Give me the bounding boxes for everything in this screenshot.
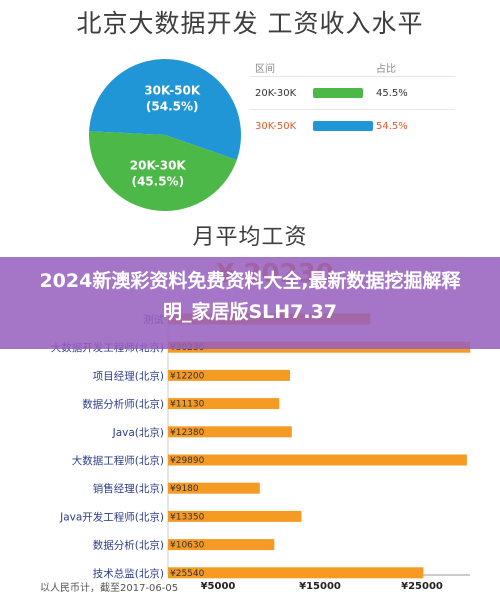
- legend-header-pct: 占比: [376, 63, 396, 75]
- legend-row-pct: 45.5%: [376, 87, 408, 99]
- value-label: ¥9180: [170, 484, 199, 494]
- pie-legend-table: 区间 占比 20K-30K 45.5% 30K-50K 54.5%: [250, 58, 455, 142]
- legend-row-0: 20K-30K 45.5%: [250, 76, 455, 109]
- value-label: ¥13350: [170, 512, 205, 522]
- overlay-banner-text: 2024新澳彩资料免费资料大全,最新数据挖掘解释明_家居版SLH7.37: [39, 270, 461, 323]
- category-label: 销售经理(北京): [93, 482, 164, 495]
- overlay-banner: [0, 257, 500, 349]
- legend-row-bar: [313, 88, 364, 98]
- legend-row-pct: 54.5%: [376, 120, 408, 132]
- pie-slice-pct: (54.5%): [146, 100, 199, 114]
- pie-chart: 30K-50K (54.5%) 20K-30K (45.5%): [89, 59, 242, 212]
- legend-header-range: 区间: [255, 63, 275, 75]
- bar-chart-title: 月平均工资: [192, 225, 308, 250]
- legend-row-1: 30K-50K 54.5%: [250, 109, 455, 142]
- x-tick-label: ¥15000: [299, 581, 341, 592]
- bar: [168, 398, 280, 410]
- bar: [168, 454, 467, 466]
- pie-slice: [89, 131, 237, 212]
- pie-slice-label: 20K-30K: [130, 158, 187, 172]
- value-label: ¥29890: [170, 456, 205, 466]
- value-label: ¥25540: [170, 569, 205, 579]
- bar: [168, 482, 260, 494]
- legend-table-header: 区间 占比: [250, 58, 455, 76]
- category-label: 数据分析(北京): [93, 539, 164, 552]
- value-label: ¥11130: [170, 400, 205, 410]
- pie-slice: [89, 59, 242, 160]
- bar: [168, 426, 292, 438]
- x-tick-label: ¥5000: [201, 581, 236, 592]
- bar: [168, 369, 290, 381]
- bar: [168, 539, 275, 551]
- value-label: ¥12380: [170, 428, 205, 438]
- bar-chart-footnote: 以人民币计，截至2017-06-05: [40, 583, 179, 594]
- category-label: 技术总监(北京): [93, 567, 164, 580]
- pie-chart-title: 北京大数据开发 工资收入水平: [76, 9, 424, 38]
- category-label: 项目经理(北京): [93, 369, 164, 382]
- pie-slice-pct: (45.5%): [131, 174, 184, 188]
- legend-row-range: 30K-50K: [255, 120, 297, 132]
- value-label: ¥10630: [170, 541, 205, 551]
- value-label: ¥12200: [170, 371, 205, 381]
- bar: [168, 567, 424, 579]
- x-tick-label: ¥25000: [401, 581, 443, 592]
- category-label: 数据分析师(北京): [82, 398, 164, 411]
- legend-row-bar: [313, 121, 373, 131]
- legend-row-range: 20K-30K: [255, 87, 297, 99]
- category-label: 大数据工程师(北京): [72, 454, 164, 467]
- bar: [168, 510, 302, 522]
- pie-slice-label: 30K-50K: [144, 84, 201, 98]
- category-label: Java(北京): [112, 426, 164, 439]
- category-label: Java开发工程师(北京): [59, 510, 164, 523]
